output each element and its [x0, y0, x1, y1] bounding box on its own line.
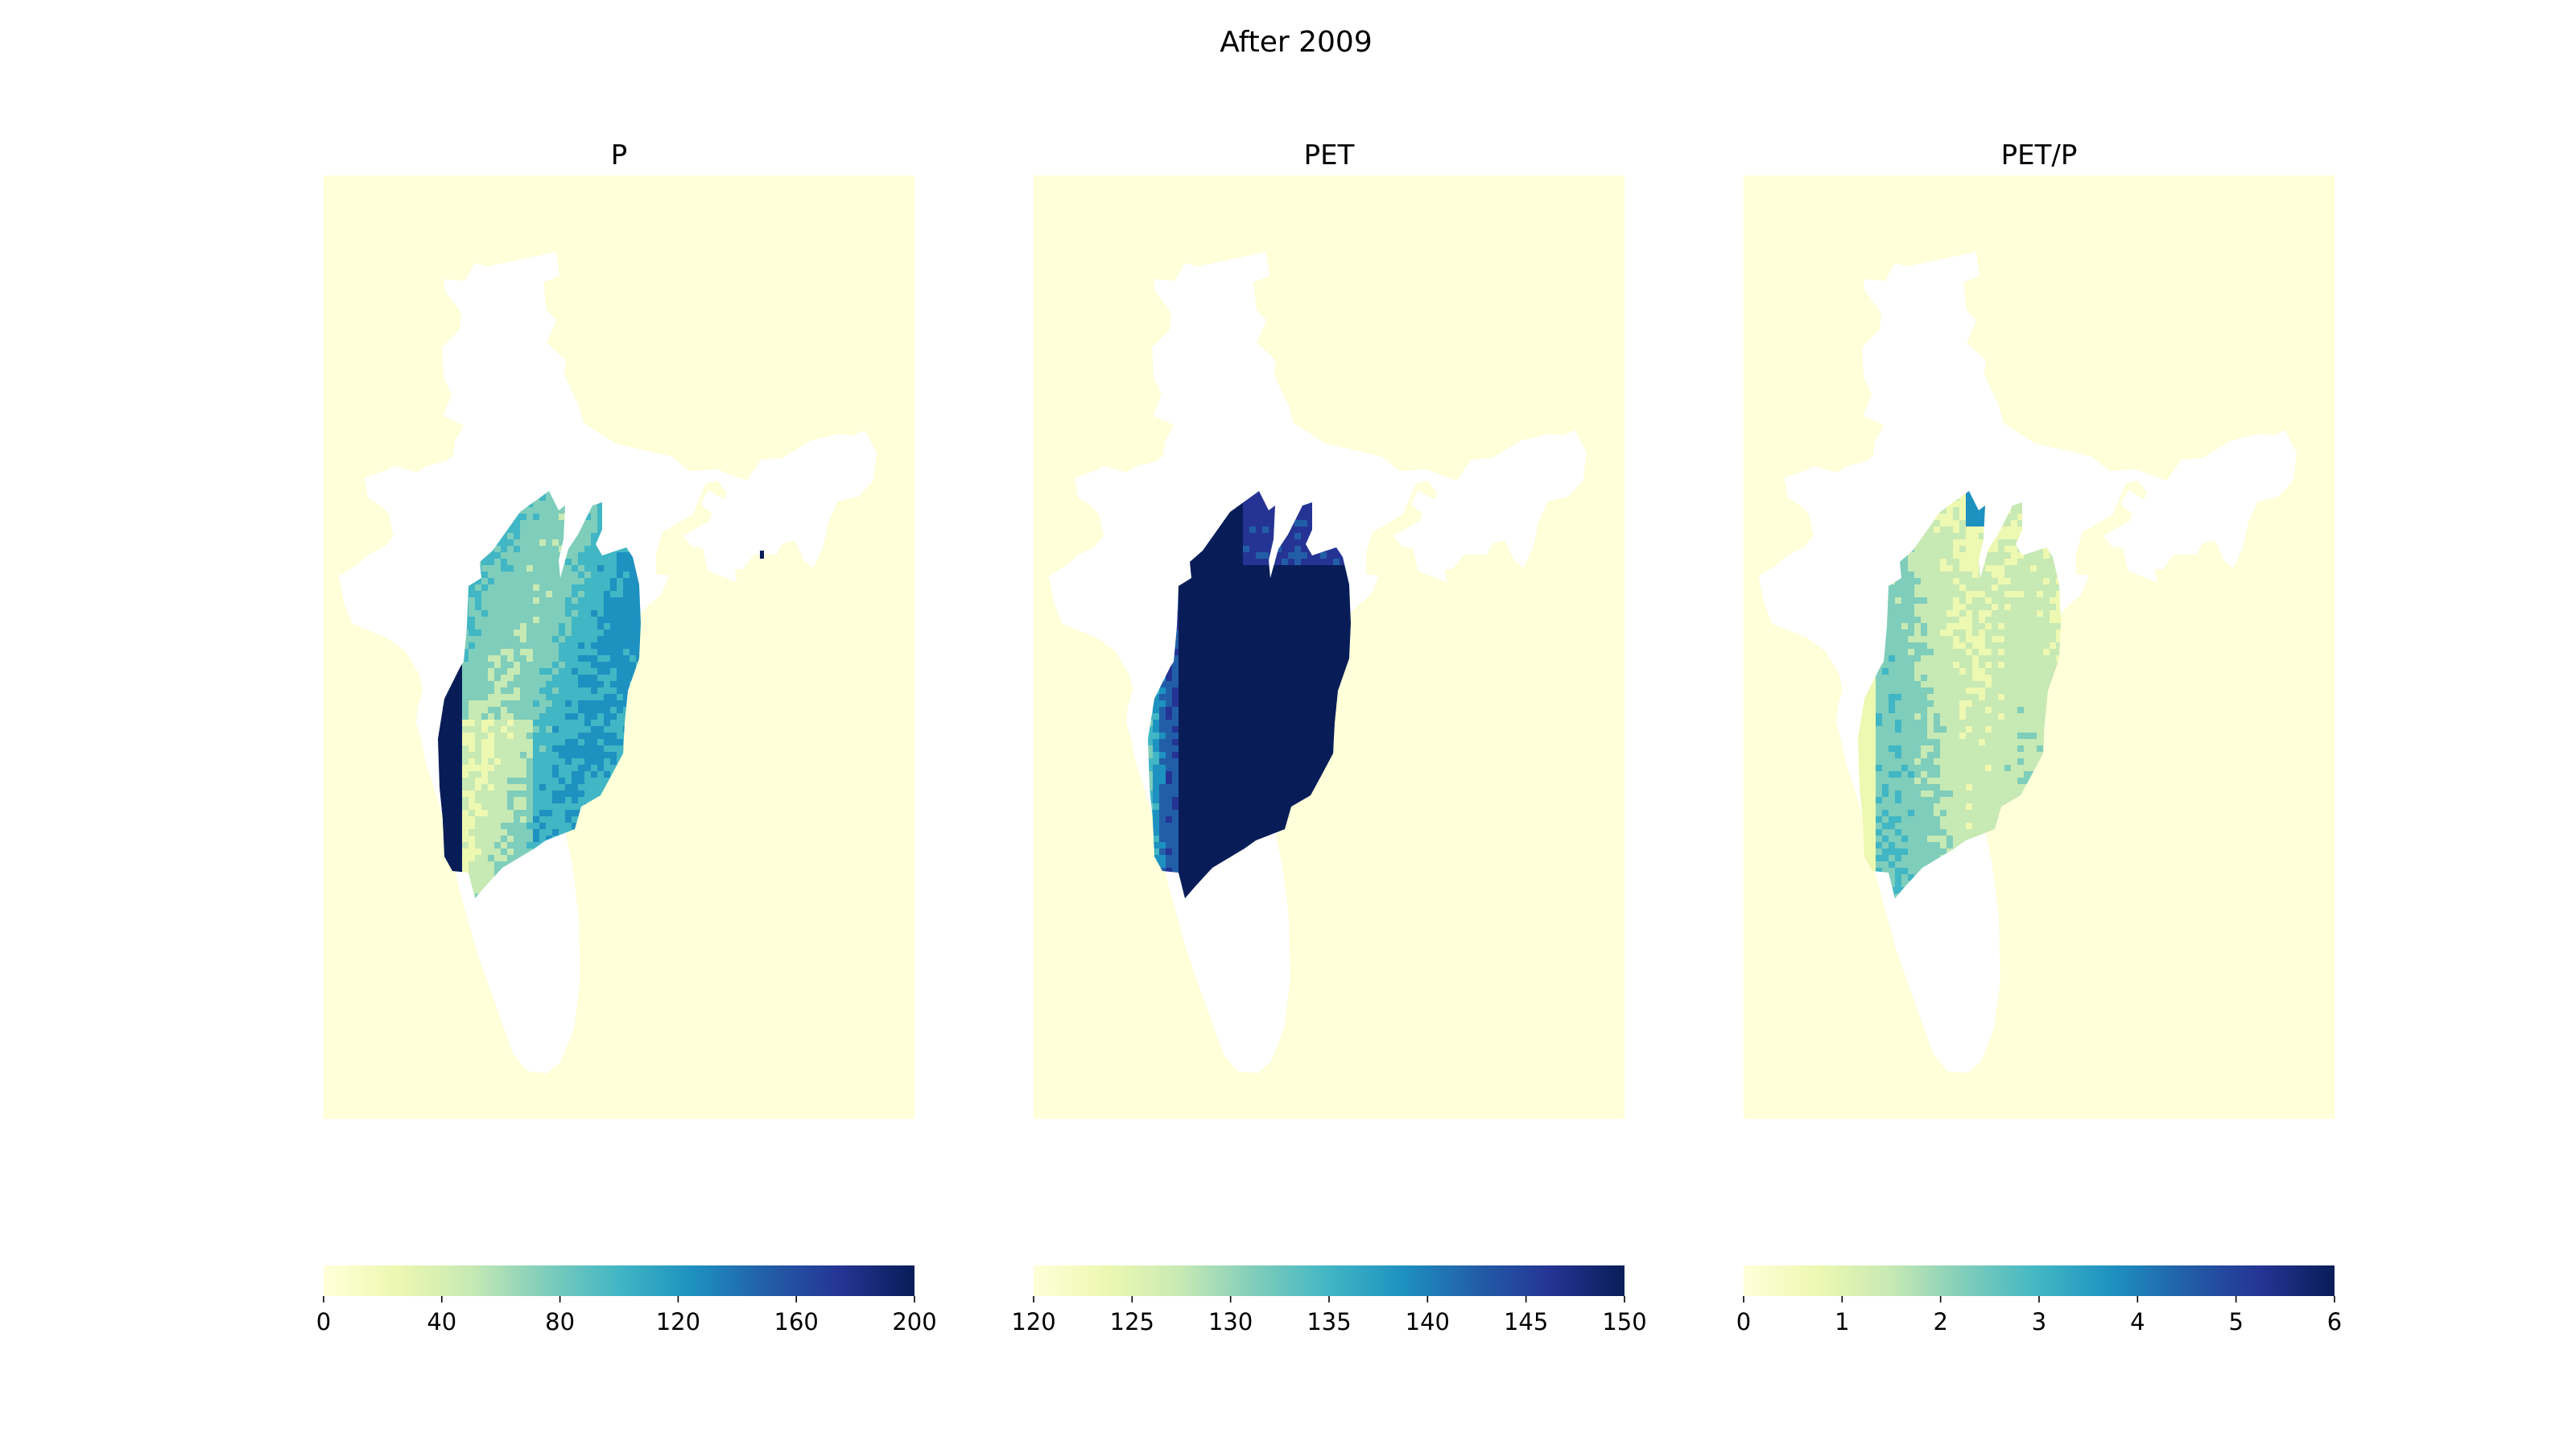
map-panel-1 [324, 175, 914, 1119]
panel-title: PET/P [2001, 139, 2078, 171]
isolated-cell [760, 551, 764, 559]
colorbar-tick-label: 5 [2228, 1308, 2243, 1335]
figure-title: After 2009 [1220, 26, 1373, 59]
colorbar-tick-label: 130 [1208, 1308, 1253, 1335]
colorbar-tick-label: 145 [1504, 1308, 1548, 1335]
colorbar-tick-label: 1 [1835, 1308, 1849, 1335]
colorbar-tick-label: 80 [545, 1308, 575, 1335]
colorbar-tick-label: 150 [1602, 1308, 1646, 1335]
colorbar-tick-label: 140 [1406, 1308, 1450, 1335]
colorbar-tick-label: 2 [1933, 1308, 1947, 1335]
panel-title: PET [1304, 139, 1355, 171]
colorbar-3 [1744, 1265, 2334, 1296]
colorbar-tick-label: 160 [774, 1308, 819, 1335]
colorbar-tick-label: 200 [892, 1308, 936, 1335]
colorbar-2 [1034, 1265, 1624, 1296]
colorbar-tick-label: 40 [427, 1308, 456, 1335]
colorbar-tick-label: 0 [1736, 1308, 1751, 1335]
colorbar-tick-label: 125 [1110, 1308, 1154, 1335]
colorbar-tick-label: 0 [316, 1308, 331, 1335]
colorbar-tick-label: 4 [2130, 1308, 2145, 1335]
panel-title: P [611, 139, 628, 171]
colorbar-1 [324, 1265, 914, 1296]
colorbar-tick-label: 135 [1307, 1308, 1351, 1335]
map-panel-2 [1034, 175, 1624, 1119]
map-panel-3 [1744, 175, 2334, 1119]
colorbar-tick-label: 120 [1011, 1308, 1055, 1335]
colorbar-tick-label: 3 [2032, 1308, 2046, 1335]
colorbar-tick-label: 6 [2327, 1308, 2342, 1335]
colorbar-tick-label: 120 [656, 1308, 700, 1335]
